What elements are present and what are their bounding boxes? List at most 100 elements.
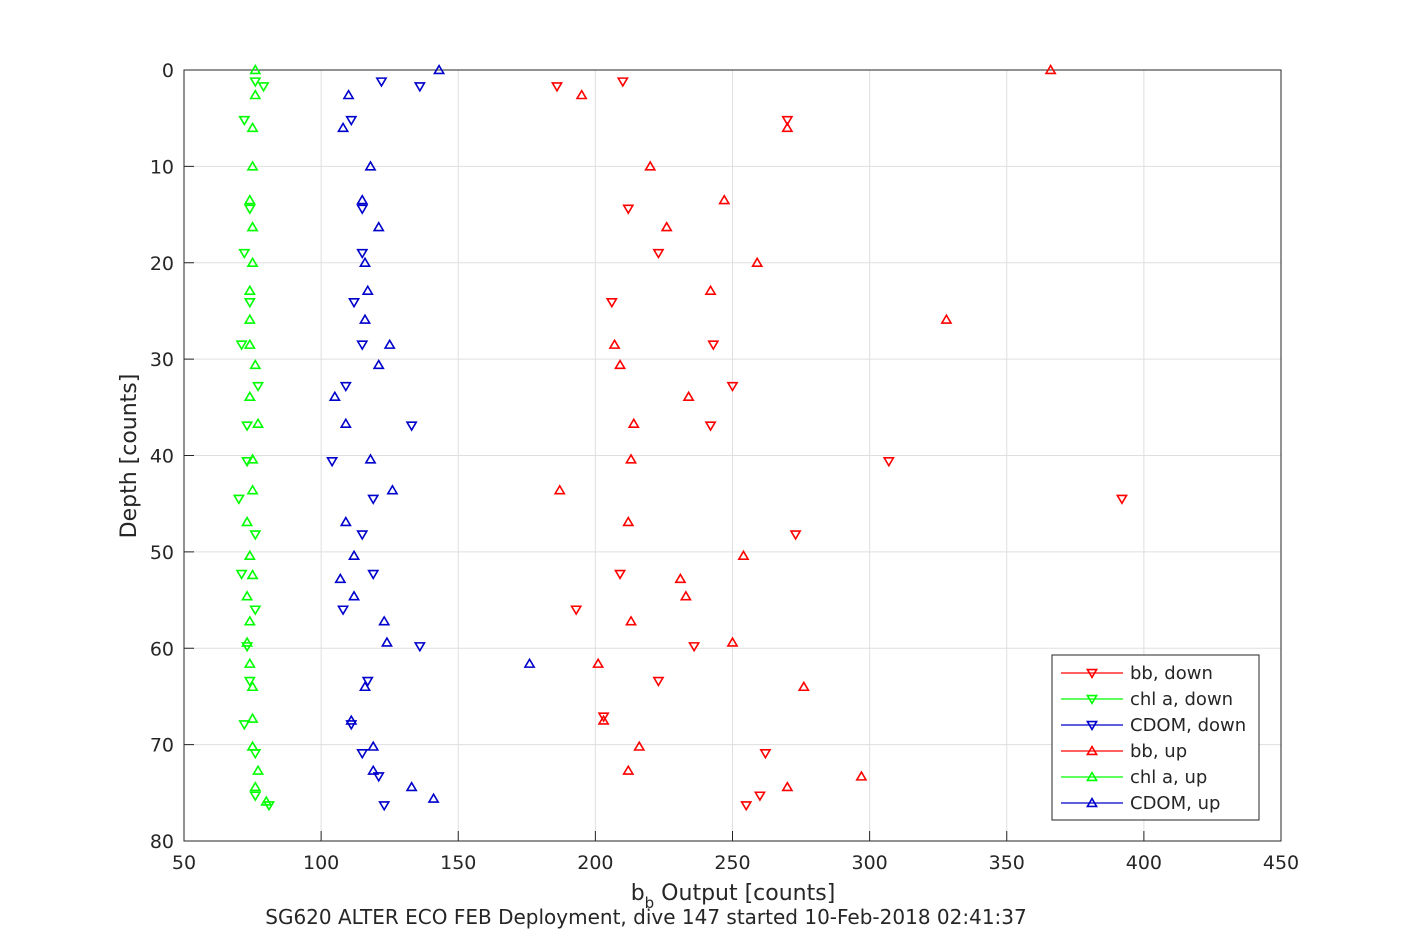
- legend-marker: [1086, 694, 1098, 705]
- data-point: [235, 340, 248, 351]
- series-group: [328, 64, 536, 803]
- legend-label: chl a, down: [1130, 689, 1233, 710]
- x-tick-label: 450: [1263, 852, 1299, 874]
- y-tick-label: 0: [162, 60, 174, 82]
- data-point: [246, 712, 259, 723]
- x-axis-label: bb Output [counts]: [631, 881, 836, 912]
- data-point: [751, 256, 764, 268]
- data-point: [337, 121, 350, 133]
- series-group: [326, 77, 426, 812]
- data-point: [246, 121, 259, 133]
- data-point: [243, 676, 256, 687]
- data-point: [249, 791, 262, 802]
- data-point: [380, 636, 393, 647]
- x-tick-label: 150: [440, 852, 476, 874]
- data-point: [246, 484, 259, 495]
- data-point: [855, 770, 868, 781]
- data-point: [372, 221, 385, 232]
- figure-caption: SG620 ALTER ECO FEB Deployment, dive 147…: [265, 905, 1026, 929]
- legend-box: [1051, 654, 1260, 821]
- data-markers: [232, 64, 1128, 812]
- data-point: [660, 221, 673, 232]
- data-point: [356, 530, 369, 541]
- data-point: [345, 714, 358, 725]
- y-axis-label: Depth [counts]: [117, 374, 142, 539]
- data-point: [616, 77, 629, 88]
- series-group: [553, 64, 1057, 792]
- data-point: [342, 89, 355, 100]
- data-point: [688, 642, 701, 653]
- data-point: [252, 764, 265, 775]
- data-point: [372, 358, 385, 370]
- legend-label: chl a, up: [1130, 767, 1207, 788]
- data-point: [759, 749, 772, 760]
- data-point: [940, 313, 953, 324]
- data-point: [252, 381, 265, 393]
- data-point: [249, 530, 262, 541]
- data-point: [359, 680, 372, 692]
- data-point: [246, 569, 259, 580]
- legend-marker: [1086, 720, 1098, 731]
- data-point: [627, 417, 640, 428]
- data-point: [348, 298, 361, 309]
- data-point: [241, 642, 254, 653]
- data-point: [605, 298, 618, 309]
- legend-marker: [1086, 797, 1098, 808]
- data-point: [348, 590, 361, 601]
- data-point: [243, 615, 256, 626]
- y-tick-label: 70: [150, 735, 174, 757]
- data-point: [249, 89, 262, 100]
- y-tick-label: 40: [150, 446, 174, 468]
- axis-ticks: 50 100 150 200 250 300 350 400 450 0 10 20 30 40 50 60 7…: [150, 60, 1299, 874]
- data-point: [367, 494, 380, 505]
- data-point: [367, 764, 380, 775]
- data-point: [674, 572, 687, 584]
- data-point: [625, 615, 638, 626]
- data-point: [243, 549, 256, 560]
- data-point: [797, 680, 810, 692]
- legend-entry: bb, down: [1061, 663, 1213, 684]
- data-point: [375, 77, 388, 88]
- data-point: [356, 204, 369, 215]
- data-point: [740, 801, 753, 812]
- data-point: [241, 516, 254, 527]
- data-point: [345, 115, 358, 127]
- legend-entry: CDOM, down: [1061, 715, 1246, 736]
- data-point: [356, 340, 369, 351]
- data-point: [243, 204, 256, 215]
- data-point: [257, 82, 270, 93]
- y-tick-label: 80: [150, 831, 174, 853]
- data-point: [249, 64, 262, 75]
- data-point: [427, 792, 440, 803]
- legend-entry: chl a, up: [1061, 767, 1207, 788]
- y-tick-label: 10: [150, 156, 174, 178]
- data-point: [413, 642, 426, 653]
- data-point: [597, 714, 610, 725]
- data-point: [364, 160, 377, 171]
- data-point: [243, 338, 256, 349]
- legend: bb, down chl a, down CDOM, down bb, up chl a…: [1051, 654, 1260, 821]
- data-point: [246, 740, 259, 751]
- data-point: [633, 740, 646, 751]
- data-point: [707, 340, 720, 351]
- data-point: [882, 457, 895, 468]
- data-point: [433, 64, 446, 75]
- data-point: [608, 338, 621, 349]
- data-point: [361, 284, 374, 295]
- data-point: [345, 720, 358, 731]
- data-point: [592, 657, 605, 668]
- data-point: [570, 605, 583, 616]
- data-point: [249, 358, 262, 370]
- data-point: [383, 338, 396, 349]
- data-point: [622, 764, 635, 775]
- data-point: [644, 160, 657, 171]
- data-point: [652, 676, 665, 687]
- x-tick-label: 400: [1126, 852, 1162, 874]
- data-point: [726, 381, 739, 393]
- data-point: [364, 453, 377, 464]
- data-point: [523, 657, 536, 668]
- data-point: [372, 772, 385, 783]
- data-point: [246, 256, 259, 268]
- data-point: [367, 569, 380, 580]
